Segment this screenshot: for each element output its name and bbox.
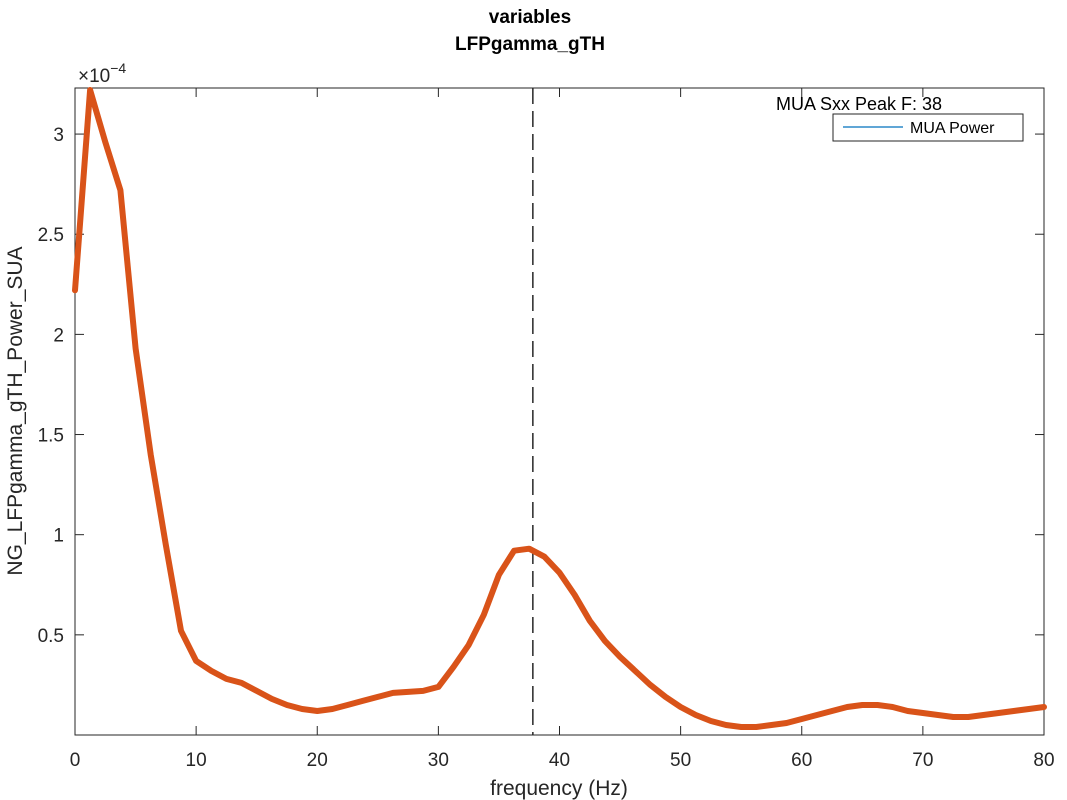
y-axis: 0.5 1 1.5 2 2.5 3 bbox=[38, 125, 1044, 647]
x-tick-label: 0 bbox=[70, 750, 81, 771]
y-tick-label: 1 bbox=[53, 526, 64, 547]
x-axis-label: frequency (Hz) bbox=[490, 777, 628, 800]
x-tick-label: 10 bbox=[186, 750, 207, 771]
x-tick-label: 30 bbox=[428, 750, 449, 771]
x-tick-label: 70 bbox=[912, 750, 933, 771]
y-axis-label: NG_LFPgamma_gTH_Power_SUA bbox=[4, 246, 27, 575]
series-line-mua-power bbox=[72, 87, 1047, 730]
x-tick-label: 60 bbox=[791, 750, 812, 771]
x-tick-label: 50 bbox=[670, 750, 691, 771]
x-tick-label: 80 bbox=[1033, 750, 1054, 771]
y-exponent-power: −4 bbox=[110, 60, 126, 76]
y-tick-label: 2.5 bbox=[38, 225, 64, 246]
x-axis: 0 10 20 30 40 50 60 70 80 bbox=[70, 88, 1055, 771]
x-tick-label: 20 bbox=[307, 750, 328, 771]
chart-title-line-2: LFPgamma_gTH bbox=[455, 34, 605, 55]
chart-title-line-1: variables bbox=[489, 7, 571, 28]
y-exponent-base: ×10 bbox=[78, 66, 110, 87]
y-tick-label: 2 bbox=[53, 325, 64, 346]
y-tick-label: 0.5 bbox=[38, 626, 64, 647]
y-tick-label: 1.5 bbox=[38, 426, 64, 447]
peak-annotation: MUA Sxx Peak F: 38 bbox=[776, 94, 942, 114]
legend[interactable]: MUA Power bbox=[832, 113, 1024, 142]
y-exponent-label: ×10−4 bbox=[78, 60, 126, 87]
y-tick-label: 3 bbox=[53, 125, 64, 146]
axes-box bbox=[74, 87, 1045, 736]
x-tick-label: 40 bbox=[549, 750, 570, 771]
legend-entry-mua-power: MUA Power bbox=[910, 120, 995, 137]
